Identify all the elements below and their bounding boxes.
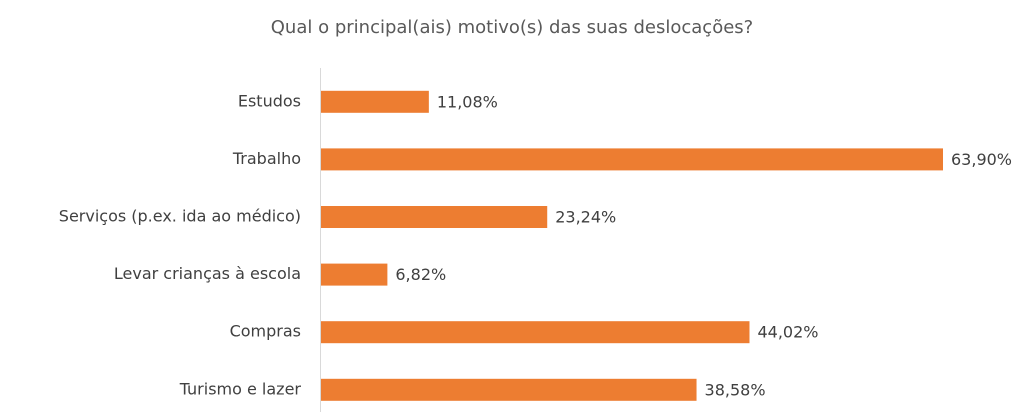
bar bbox=[321, 321, 750, 344]
y-tick-label: Estudos bbox=[238, 91, 301, 110]
y-tick-label: Turismo e lazer bbox=[179, 379, 302, 398]
y-tick-label: Levar crianças à escola bbox=[114, 264, 301, 283]
data-label: 23,24% bbox=[555, 208, 616, 227]
data-label: 38,58% bbox=[705, 380, 766, 399]
y-tick-label: Compras bbox=[230, 322, 301, 341]
y-tick-label: Serviços (p.ex. ida ao médico) bbox=[59, 207, 301, 226]
bar bbox=[321, 90, 429, 113]
y-tick-label: Trabalho bbox=[232, 149, 301, 168]
data-label: 11,08% bbox=[437, 92, 498, 111]
bar bbox=[321, 206, 548, 228]
bar bbox=[321, 263, 388, 286]
chart-title: Qual o principal(ais) motivo(s) das suas… bbox=[271, 17, 753, 38]
bar bbox=[321, 378, 697, 401]
data-label: 44,02% bbox=[757, 323, 818, 342]
data-label: 63,90% bbox=[951, 150, 1012, 169]
data-label: 6,82% bbox=[395, 265, 446, 284]
bar bbox=[321, 148, 943, 171]
